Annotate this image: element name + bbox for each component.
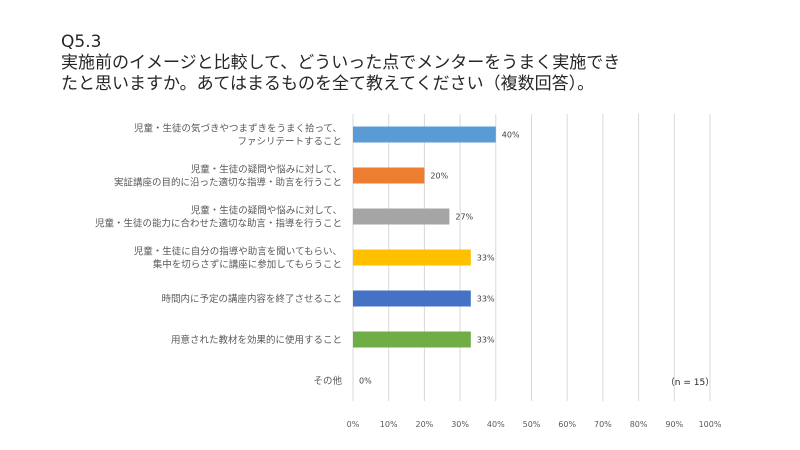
- category-label: 用意された教材を効果的に使用すること: [171, 334, 342, 346]
- title-block: Q5.3 実施前のイメージと比較して、どういった点でメンターをうまく実施でき た…: [61, 32, 761, 95]
- x-tick-label: 100%: [699, 420, 722, 429]
- category-label-line: 児童・生徒に自分の指導や助言を聞いてもらい、: [134, 246, 342, 258]
- category-label-line: 児童・生徒の疑問や悩みに対して、: [191, 164, 342, 176]
- category-label-line: 児童・生徒の能力に合わせた適切な助言・指導を行うこと: [95, 218, 342, 230]
- category-label: 児童・生徒の疑問や悩みに対して、児童・生徒の能力に合わせた適切な助言・指導を行う…: [95, 205, 342, 230]
- category-label-line: 児童・生徒の気づきやつまずきをうまく拾って、: [134, 123, 342, 135]
- data-label: 33%: [477, 336, 495, 345]
- category-label-line: 用意された教材を効果的に使用すること: [171, 334, 342, 346]
- category-label-line: 実証講座の目的に沿った適切な指導・助言を行うこと: [114, 177, 342, 189]
- category-label-line: その他: [313, 375, 342, 387]
- x-tick-label: 30%: [451, 420, 469, 429]
- category-label: 時間内に予定の講座内容を終了させること: [161, 293, 342, 305]
- category-label: 児童・生徒の気づきやつまずきをうまく拾って、ファシリテートすること: [134, 123, 342, 148]
- x-tick-label: 60%: [558, 420, 576, 429]
- data-label: 33%: [477, 295, 495, 304]
- category-label-line: 児童・生徒の疑問や悩みに対して、: [191, 205, 342, 217]
- question-title-line-1: 実施前のイメージと比較して、どういった点でメンターをうまく実施でき: [61, 53, 621, 73]
- x-tick-label: 70%: [594, 420, 612, 429]
- data-label: 20%: [430, 172, 448, 181]
- bar: [353, 249, 471, 266]
- question-title-line-2: たと思いますか。あてはまるものを全て教えてください（複数回答）。: [61, 74, 595, 94]
- x-tick-labels: 0% 10% 20% 30% 40% 50% 60% 70% 80% 90% 100%: [347, 420, 722, 429]
- bar: [353, 290, 471, 307]
- category-label: 児童・生徒の疑問や悩みに対して、実証講座の目的に沿った適切な指導・助言を行うこと: [114, 164, 342, 189]
- x-tick-label: 90%: [665, 420, 683, 429]
- category-label-line: 時間内に予定の講座内容を終了させること: [161, 293, 342, 305]
- data-label: 33%: [477, 254, 495, 263]
- data-labels: 40% 20% 27% 33% 33% 33% 0%: [359, 131, 520, 386]
- x-tick-label: 80%: [630, 420, 648, 429]
- x-tick-label: 50%: [523, 420, 541, 429]
- category-label: 児童・生徒に自分の指導や助言を聞いてもらい、集中を切らさずに講座に参加してもらう…: [134, 246, 342, 271]
- bar: [353, 331, 471, 348]
- bar: [353, 167, 425, 184]
- question-number: Q5.3: [61, 32, 102, 52]
- sample-size-note: （n = 15）: [666, 377, 714, 388]
- x-tick-label: 20%: [416, 420, 434, 429]
- category-label-line: ファシリテートすること: [237, 137, 342, 148]
- data-label: 40%: [502, 131, 520, 140]
- x-tick-label: 40%: [487, 420, 505, 429]
- x-tick-label: 10%: [380, 420, 398, 429]
- data-label: 27%: [455, 213, 473, 222]
- category-label-line: 集中を切らさずに講座に参加してもらうこと: [153, 259, 342, 271]
- x-tick-label: 0%: [347, 420, 360, 429]
- bar: [353, 126, 496, 143]
- category-labels: 児童・生徒の気づきやつまずきをうまく拾って、ファシリテートすること児童・生徒の疑…: [95, 123, 343, 388]
- category-label: その他: [313, 375, 342, 387]
- bars: [353, 126, 496, 348]
- bar: [353, 208, 450, 225]
- data-label: 0%: [359, 377, 372, 386]
